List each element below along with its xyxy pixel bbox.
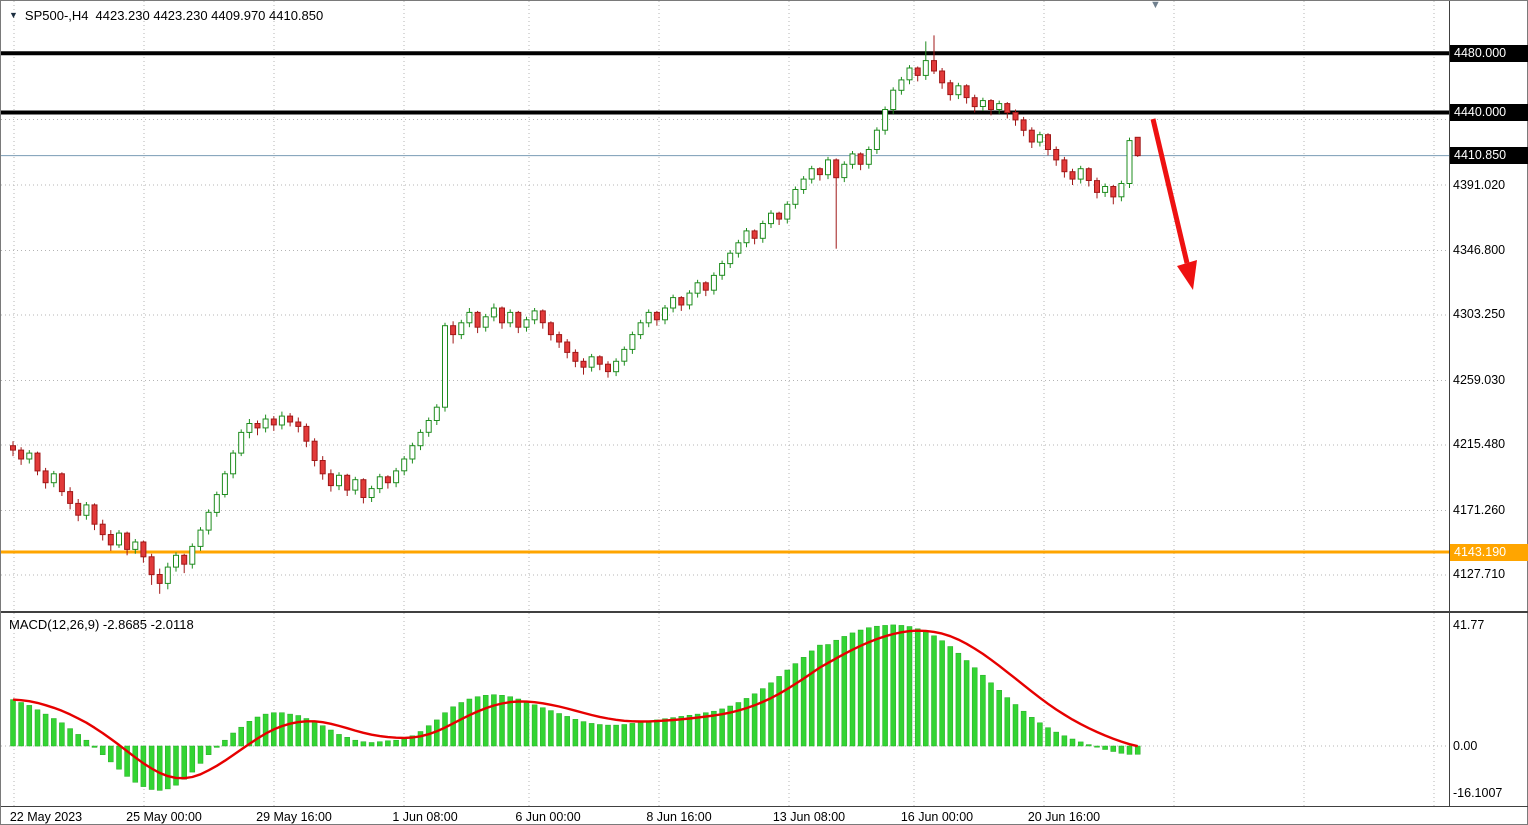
macd-grid-lines	[1, 613, 1449, 806]
down-arrow-annotation[interactable]	[1150, 118, 1197, 290]
time-axis-label: 22 May 2023	[9, 810, 83, 824]
support-price-badge: 4143.190	[1450, 544, 1528, 561]
time-axis-separator	[1, 806, 1528, 807]
macd-axis[interactable]: 41.77 0.00 -16.1007	[1450, 1, 1528, 807]
macd-axis-label: 0.00	[1453, 739, 1478, 753]
candlesticks	[10, 35, 1141, 594]
macd-axis-label: -16.1007	[1453, 786, 1503, 800]
price-chart-canvas[interactable]	[1, 1, 1449, 611]
macd-histogram	[10, 624, 1141, 791]
chart-header: ▼ SP500-,H4 4423.230 4423.230 4409.970 4…	[9, 8, 323, 23]
time-axis-label: 20 Jun 16:00	[1027, 810, 1101, 824]
price-axis-label: 4391.020	[1453, 178, 1506, 192]
time-axis-label: 1 Jun 08:00	[392, 810, 458, 824]
time-axis-label: 25 May 00:00	[126, 810, 202, 824]
resistance-price-badge-lower: 4440.000	[1450, 104, 1528, 121]
macd-indicator-label: MACD(12,26,9) -2.8685 -2.0118	[9, 617, 194, 632]
time-axis-label: 6 Jun 00:00	[515, 810, 581, 824]
time-axis-label: 16 Jun 00:00	[900, 810, 974, 824]
price-axis-label: 4259.030	[1453, 373, 1506, 387]
price-axis-label: 4303.250	[1453, 307, 1506, 321]
grid-lines	[1, 1, 1449, 611]
symbol-timeframe-label: SP500-,H4	[24, 8, 89, 23]
macd-signal-line	[12, 629, 1138, 780]
resistance-price-badge-upper: 4480.000	[1450, 45, 1528, 62]
macd-axis-label: 41.77	[1453, 618, 1485, 632]
current-price-badge: 4410.850	[1450, 147, 1528, 164]
time-axis-label: 29 May 16:00	[256, 810, 332, 824]
price-axis[interactable]: 4480.000 4440.000 4410.850 4391.020 4346.800…	[1450, 1, 1528, 807]
macd-panel-canvas[interactable]	[1, 613, 1449, 806]
symbol-marker-icon[interactable]: ▼	[9, 10, 18, 20]
ohlc-quote-label: 4423.230 4423.230 4409.970 4410.850	[95, 8, 324, 23]
price-axis-label: 4171.260	[1453, 503, 1506, 517]
price-axis-label: 4127.710	[1453, 567, 1506, 581]
time-axis[interactable]: 22 May 2023 25 May 00:00 29 May 16:00 1 Jun…	[1, 807, 1449, 825]
time-axis-label: 8 Jun 16:00	[646, 810, 712, 824]
time-axis-label: 13 Jun 08:00	[772, 810, 846, 824]
price-axis-label: 4215.480	[1453, 437, 1506, 451]
price-axis-separator	[1449, 1, 1450, 807]
price-axis-label: 4346.800	[1453, 243, 1506, 257]
panel-separator[interactable]	[1, 611, 1528, 613]
chart-shift-marker-icon[interactable]: ▼	[1150, 0, 1161, 11]
